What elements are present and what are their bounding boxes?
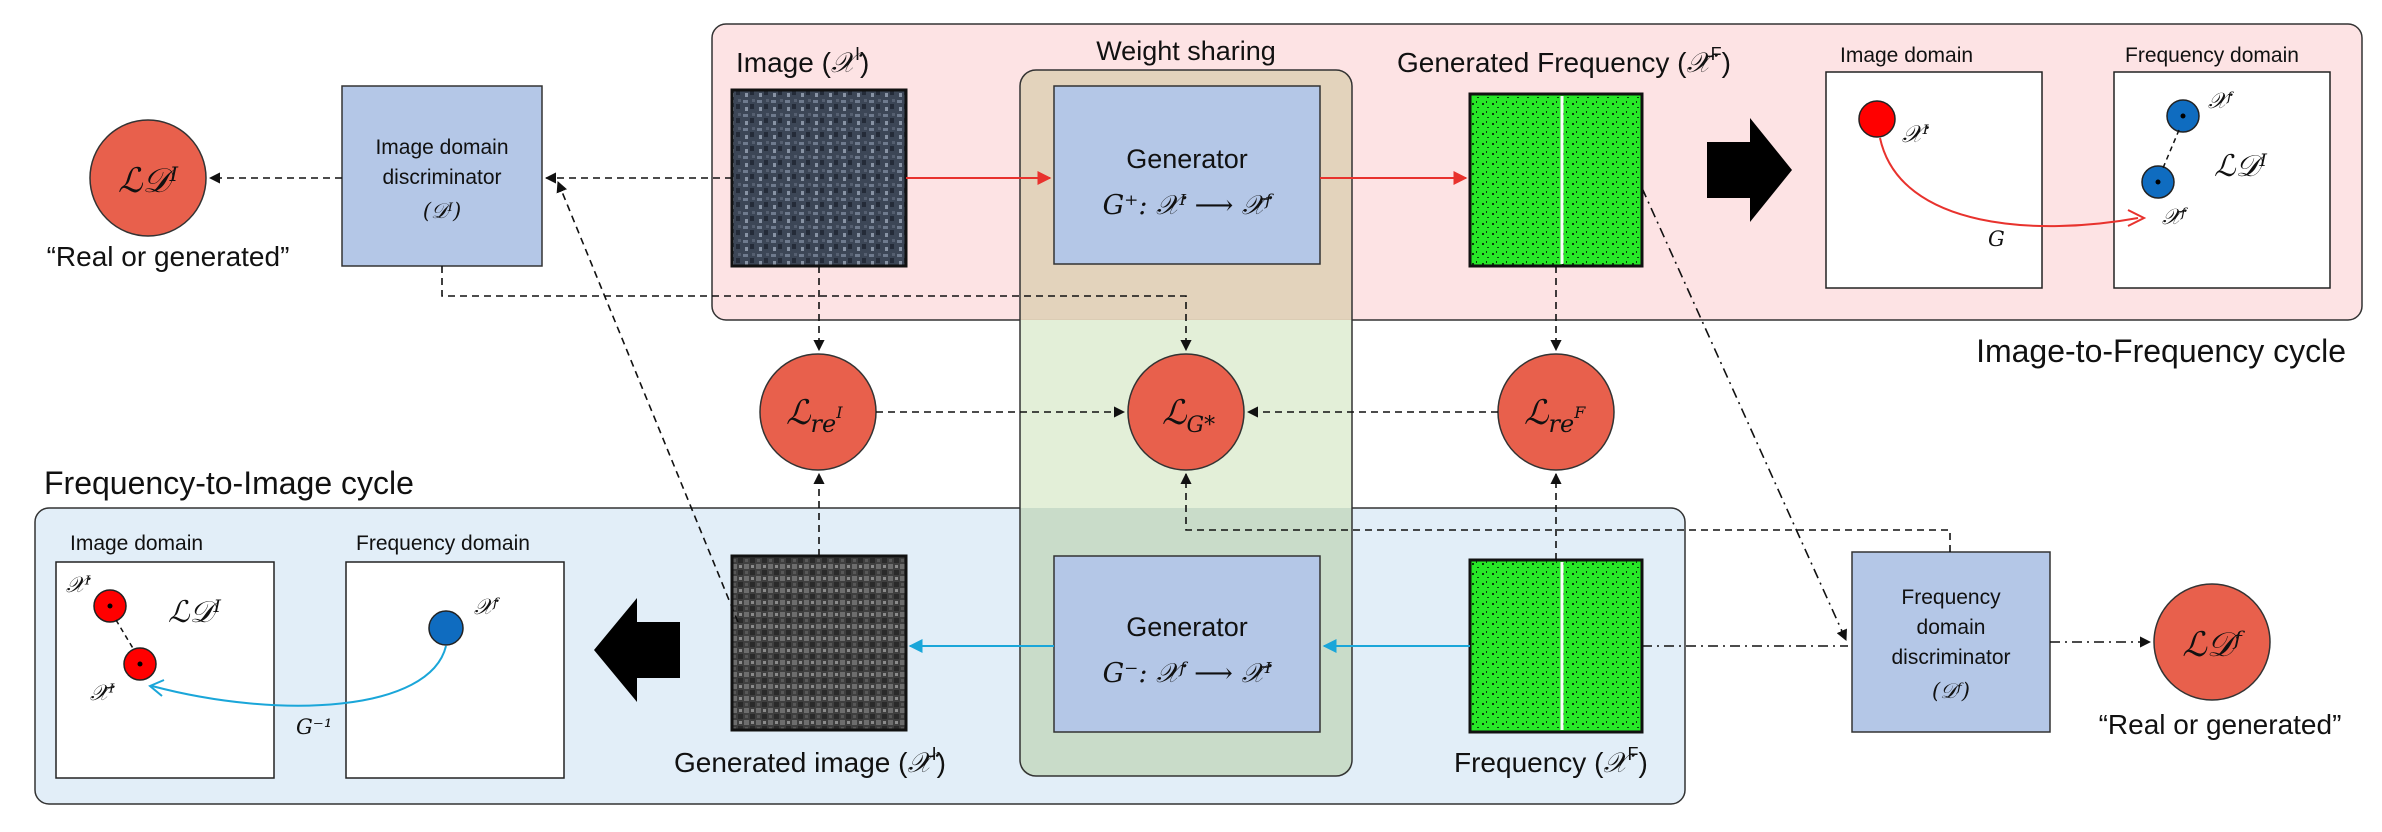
frequency-discriminator-caption: “Real or generated” bbox=[2099, 709, 2342, 740]
loss-re-f: ℒreF bbox=[1524, 393, 1586, 438]
top-cycle-title: Image-to-Frequency cycle bbox=[1976, 333, 2346, 369]
image-discriminator-line3: (𝒟ᴵ) bbox=[423, 199, 461, 223]
generator-minus-title: Generator bbox=[1126, 612, 1248, 642]
loss-g-star: ℒG* bbox=[1162, 393, 1215, 438]
top-image-domain-label: Image domain bbox=[1840, 44, 1973, 67]
bottom-xf-label: 𝒳ᶠ bbox=[474, 595, 501, 620]
generated-image-label: Generated image (𝒳̄I) bbox=[674, 744, 946, 779]
frequency-discriminator-loss-circle bbox=[2153, 583, 2271, 701]
frequency-discriminator-line3: discriminator bbox=[1891, 646, 2010, 669]
bottom-domain-loss: ℒ𝒟ᴵ bbox=[168, 595, 222, 630]
frequency-thumbnail bbox=[1468, 558, 1644, 734]
generator-minus-box bbox=[1053, 555, 1321, 733]
top-domain-loss: ℒ𝒟ᴵ bbox=[2214, 149, 2268, 184]
top-xi-point bbox=[1858, 100, 1896, 138]
weight-sharing-border bbox=[1019, 69, 1353, 777]
generated-frequency-thumbnail bbox=[1468, 92, 1644, 268]
top-xfbar-label: 𝒳̄ᶠ bbox=[2162, 205, 2189, 230]
bottom-cycle-title: Frequency-to-Image cycle bbox=[44, 465, 414, 501]
image-discriminator-line2: discriminator bbox=[382, 166, 501, 189]
loss-re-i: ℒreI bbox=[786, 393, 843, 438]
bottom-frequency-domain-label: Frequency domain bbox=[356, 532, 530, 555]
top-mapping-label: G bbox=[1988, 227, 2005, 251]
generated-image-thumbnail bbox=[730, 554, 908, 732]
frequency-discriminator-box bbox=[1851, 551, 2051, 733]
top-image-domain-box bbox=[1825, 71, 2043, 289]
frequency-discriminator-line4: (𝒟ᶠ) bbox=[1932, 679, 1970, 703]
top-frequency-domain-label: Frequency domain bbox=[2125, 44, 2299, 67]
bottom-xibar-label: 𝒳̄ᴵ bbox=[90, 681, 115, 706]
bottom-image-domain-label: Image domain bbox=[70, 532, 203, 555]
input-image-thumbnail bbox=[730, 88, 908, 268]
bottom-xf-point bbox=[428, 610, 464, 646]
image-discriminator-line1: Image domain bbox=[375, 136, 508, 159]
frequency-discriminator-line1: Frequency bbox=[1901, 586, 2001, 609]
generated-frequency-label: Generated Frequency (𝒳̄F) bbox=[1397, 44, 1731, 79]
loss-g-star-circle bbox=[1127, 353, 1245, 471]
frequency-discriminator-line2: domain bbox=[1917, 616, 1986, 639]
bottom-mapping-curve bbox=[151, 645, 447, 707]
top-xi-label: 𝒳ᴵ bbox=[1902, 120, 1930, 148]
image-discriminator-box bbox=[341, 85, 543, 267]
image-label: Image (𝒳I) bbox=[736, 44, 869, 79]
top-xf-label: 𝒳ᶠ bbox=[2208, 89, 2235, 114]
bottom-xi-label: 𝒳ᴵ bbox=[66, 573, 91, 598]
image-discriminator-caption: “Real or generated” bbox=[47, 241, 290, 272]
image-discriminator-loss-circle bbox=[89, 119, 207, 237]
generator-plus-formula: G⁺: 𝒳ᴵ ⟶ 𝒳̄ᶠ bbox=[1103, 190, 1275, 221]
image-discriminator-loss: ℒ𝒟ᴵ bbox=[118, 161, 179, 201]
generator-plus-box bbox=[1053, 85, 1321, 265]
frequency-discriminator-loss: ℒ𝒟ᶠ bbox=[2182, 625, 2246, 665]
weight-sharing-label: Weight sharing bbox=[1096, 36, 1276, 66]
generator-minus-formula: G⁻: 𝒳ᶠ ⟶ 𝒳̄ᴵ bbox=[1103, 658, 1273, 689]
top-mapping-curve bbox=[1879, 137, 2139, 228]
big-arrow-right bbox=[1707, 118, 1792, 222]
bottom-mapping-label: G⁻¹ bbox=[296, 715, 332, 739]
big-arrow-left bbox=[594, 598, 680, 702]
bottom-frequency-domain-box bbox=[345, 561, 565, 779]
bottom-image-domain-box bbox=[55, 561, 275, 779]
frequency-label: Frequency (𝒳F) bbox=[1454, 744, 1648, 779]
generator-plus-title: Generator bbox=[1126, 144, 1248, 174]
